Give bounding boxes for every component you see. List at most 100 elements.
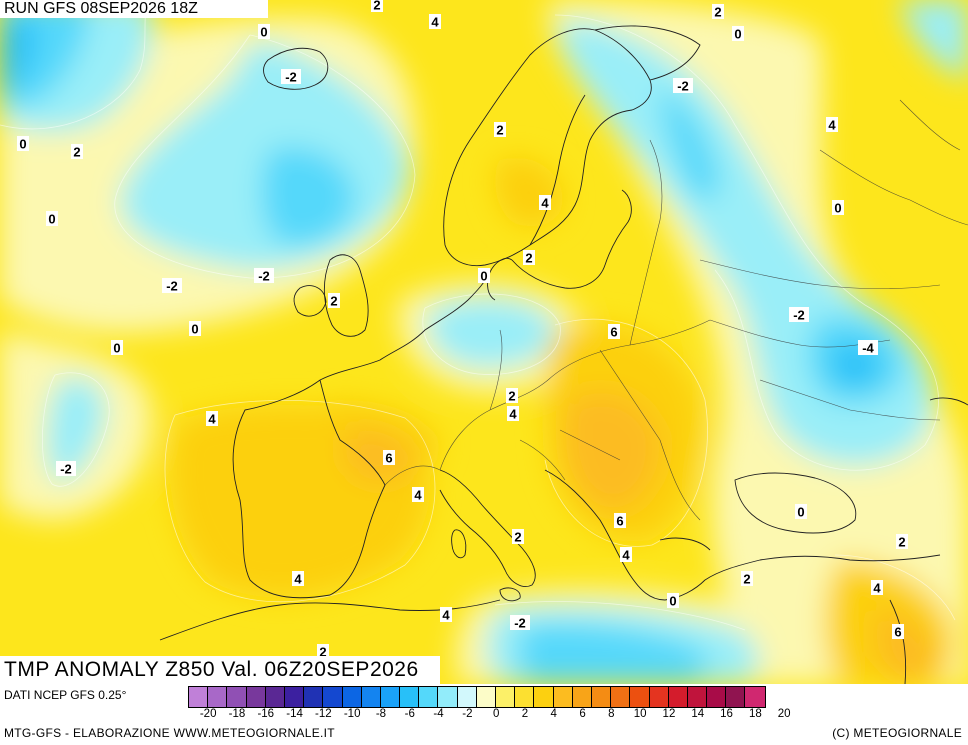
contour-label: 2 — [494, 122, 506, 138]
color-swatch — [208, 687, 228, 707]
contour-label: -2 — [281, 69, 301, 85]
svg-text:4: 4 — [208, 412, 216, 427]
color-swatch — [707, 687, 727, 707]
color-swatch — [284, 687, 305, 707]
svg-text:0: 0 — [48, 212, 55, 227]
color-scale-tick-label: -8 — [375, 708, 387, 720]
color-swatch — [189, 687, 209, 707]
color-scale-tick-label: -2 — [462, 708, 473, 720]
svg-text:2: 2 — [73, 145, 80, 160]
contour-label: -2 — [673, 78, 693, 94]
data-source-label: DATI NCEP GFS 0.25° — [4, 688, 127, 702]
contour-label: 0 — [832, 200, 844, 216]
svg-text:0: 0 — [669, 594, 676, 609]
contour-label: 2 — [523, 250, 535, 266]
temperature-anomaly-map[interactable]: 0 2 4 2 0 -2 -2 0 2 2 4 4 0 0 2 -2 0 -2 2 -2 0 6 0 -4 2 4 4 6 -2 4 0 6 2… — [0, 0, 968, 684]
color-swatch — [687, 687, 708, 707]
svg-text:4: 4 — [414, 488, 422, 503]
svg-text:0: 0 — [191, 322, 198, 337]
svg-text:4: 4 — [509, 407, 517, 422]
color-scale-bar — [188, 686, 766, 708]
contour-label: 2 — [371, 0, 383, 13]
svg-text:-2: -2 — [258, 269, 270, 284]
color-swatch — [668, 687, 688, 707]
contour-label: 4 — [429, 14, 441, 30]
color-scale-tick-label: 2 — [521, 708, 529, 720]
color-swatch — [649, 687, 669, 707]
color-swatch — [553, 687, 573, 707]
contour-label: 4 — [440, 607, 452, 623]
svg-text:2: 2 — [514, 530, 521, 545]
color-swatch — [726, 687, 746, 707]
svg-text:4: 4 — [431, 15, 439, 30]
color-swatch — [611, 687, 631, 707]
svg-text:0: 0 — [480, 269, 487, 284]
color-scale-tick-label: 4 — [550, 708, 557, 720]
contour-label: 0 — [795, 504, 807, 520]
svg-text:2: 2 — [743, 572, 750, 587]
isotherms — [0, 0, 956, 631]
svg-text:0: 0 — [19, 137, 26, 152]
color-scale-tick-label: 0 — [492, 708, 500, 720]
svg-text:0: 0 — [113, 341, 120, 356]
color-swatch — [227, 687, 247, 707]
contour-label: 0 — [258, 24, 270, 40]
contour-label: 0 — [46, 211, 58, 227]
svg-text:4: 4 — [873, 581, 881, 596]
contour-label: 6 — [383, 450, 395, 466]
color-scale-tick-label: -16 — [257, 708, 275, 720]
svg-text:6: 6 — [894, 625, 901, 640]
coastlines — [159, 25, 968, 684]
color-scale-tick-label: -6 — [404, 708, 415, 720]
color-swatch — [591, 687, 612, 707]
contour-label: 6 — [614, 513, 626, 529]
color-scale-tick-label: -4 — [433, 708, 444, 720]
contour-label: 2 — [317, 644, 329, 660]
svg-text:-2: -2 — [60, 462, 72, 477]
color-scale-tick-label: 14 — [691, 708, 705, 720]
color-swatch — [496, 687, 516, 707]
contour-label: 4 — [620, 547, 632, 563]
svg-text:2: 2 — [525, 251, 532, 266]
svg-text:-2: -2 — [285, 70, 297, 85]
color-swatch — [457, 687, 477, 707]
contour-label: 0 — [667, 593, 679, 609]
svg-text:2: 2 — [496, 123, 503, 138]
credit-left: MTG-GFS - ELABORAZIONE WWW.METEOGIORNALE… — [4, 726, 335, 740]
svg-text:-2: -2 — [793, 308, 805, 323]
svg-text:2: 2 — [319, 645, 326, 660]
contour-label: 6 — [892, 624, 904, 640]
svg-text:4: 4 — [442, 608, 450, 623]
contour-label: -2 — [162, 278, 182, 294]
color-scale-tick-label: 6 — [579, 708, 586, 720]
color-scale-tick-label: 12 — [662, 708, 676, 720]
color-scale-tick-label: 18 — [748, 708, 762, 720]
color-scale-tick-label: 16 — [720, 708, 733, 720]
contour-label: 4 — [871, 580, 883, 596]
contour-label: 4 — [292, 571, 304, 587]
color-scale-tick-label: -12 — [315, 708, 332, 720]
color-swatch — [342, 687, 362, 707]
color-scale-tick-label: -18 — [228, 708, 246, 720]
contour-label: 4 — [507, 406, 519, 422]
contour-label: -2 — [510, 615, 530, 631]
svg-text:4: 4 — [541, 196, 549, 211]
color-scale-tick-label: 20 — [777, 708, 791, 720]
contour-label: 4 — [826, 117, 838, 133]
contour-label: 2 — [896, 534, 908, 550]
svg-text:4: 4 — [294, 572, 302, 587]
color-swatch — [323, 687, 343, 707]
contour-label: 0 — [17, 136, 29, 152]
color-scale-tick-label: 10 — [633, 708, 647, 720]
svg-text:6: 6 — [610, 325, 617, 340]
color-scale-tick-label: -20 — [199, 708, 217, 720]
svg-text:-2: -2 — [677, 79, 689, 94]
contour-label: 2 — [712, 4, 724, 20]
color-swatch — [361, 687, 381, 707]
contour-label: -4 — [858, 340, 878, 356]
color-swatch — [515, 687, 535, 707]
run-label: RUN GFS 08SEP2026 18Z — [0, 0, 268, 18]
svg-text:6: 6 — [616, 514, 623, 529]
svg-text:2: 2 — [330, 294, 337, 309]
contour-label: 6 — [608, 324, 620, 340]
